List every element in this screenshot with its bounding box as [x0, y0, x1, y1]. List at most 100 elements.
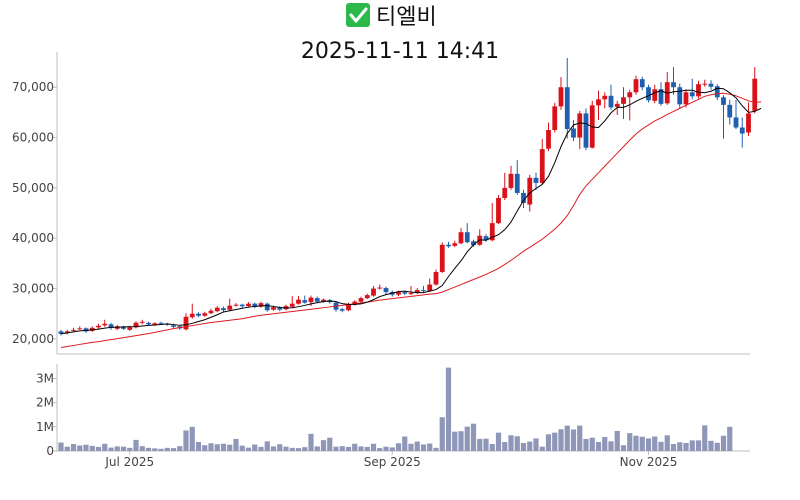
volume-bar — [333, 446, 339, 451]
volume-bar — [277, 444, 283, 451]
candle-body — [527, 177, 533, 205]
candle-body — [433, 271, 439, 285]
volume-bar — [564, 425, 570, 451]
date-x-tick-label: Sep 2025 — [364, 455, 421, 469]
volume-panel: 0 1M 2M 3M Jul 2025 Sep 2025 Nov 2025 — [36, 364, 750, 469]
candle-body — [546, 130, 551, 149]
volume-bar — [152, 448, 158, 451]
candle-body — [189, 313, 195, 318]
volume-bar — [89, 445, 95, 451]
price-y-tick-label: 20,000 — [12, 332, 54, 346]
candle-body — [246, 303, 251, 307]
volume-bar — [64, 446, 70, 451]
candle — [408, 286, 414, 296]
candle-body — [539, 149, 545, 183]
volume-bar — [389, 447, 395, 451]
volume-bar — [377, 448, 383, 451]
candle — [433, 269, 439, 286]
volume-bar — [395, 443, 402, 451]
candle-body — [577, 113, 583, 138]
candle — [458, 228, 464, 245]
candle — [633, 75, 639, 95]
volume-bar — [239, 445, 245, 451]
candle-body — [196, 313, 201, 316]
candle-body — [377, 287, 383, 289]
volume-bar — [58, 442, 64, 451]
volume-bar — [258, 446, 264, 451]
price-panel: 20,000 30,000 40,000 50,000 60,000 70,000 — [12, 52, 762, 355]
volume-bar — [708, 440, 714, 451]
volume-bar — [133, 439, 139, 451]
candle-body — [252, 303, 258, 307]
candle-body — [371, 288, 376, 296]
candle — [89, 326, 95, 332]
candle-body — [639, 79, 645, 88]
candle — [577, 110, 583, 150]
candle — [752, 67, 758, 114]
volume-bar — [577, 425, 583, 451]
volume-bar — [170, 448, 177, 451]
candle-body — [396, 292, 401, 295]
volume-bar — [289, 447, 295, 451]
volume-bar — [227, 444, 233, 451]
candle — [496, 194, 501, 225]
volume-y-tick-label: 3M — [36, 372, 54, 386]
candle — [196, 312, 201, 318]
candle-body — [408, 293, 414, 295]
volume-bar — [714, 442, 720, 451]
volume-bar — [495, 432, 502, 451]
candle — [189, 303, 195, 319]
candle — [708, 80, 714, 90]
candle — [714, 84, 720, 100]
candle — [671, 67, 676, 95]
candle-body — [739, 127, 745, 134]
candle-body — [146, 322, 151, 325]
volume-bar — [270, 446, 277, 451]
volume-bar — [214, 444, 220, 451]
candle — [514, 160, 520, 195]
candle-body — [277, 307, 283, 310]
candle — [621, 87, 626, 119]
volume-bar — [427, 443, 433, 451]
volume-bar — [383, 446, 389, 451]
price-y-tick-label: 60,000 — [12, 131, 54, 145]
volume-y-ticks: 0 1M 2M 3M — [36, 372, 57, 458]
volume-bar — [602, 436, 608, 451]
volume-bar — [183, 430, 189, 451]
volume-bar — [439, 417, 445, 451]
candle — [508, 165, 514, 190]
candle-body — [508, 173, 514, 188]
volume-bar — [83, 444, 89, 451]
candle-body — [521, 192, 526, 203]
candle — [608, 84, 614, 110]
candle-body — [289, 303, 295, 307]
candle-body — [696, 84, 701, 97]
candle-body — [552, 106, 558, 131]
candle-body — [302, 300, 308, 303]
candle-body — [458, 232, 464, 244]
candle — [702, 79, 708, 87]
date-x-ticks: Jul 2025 Sep 2025 Nov 2025 — [104, 451, 677, 469]
candle-body — [571, 128, 576, 138]
candle-body — [339, 309, 345, 311]
volume-bar — [408, 443, 414, 451]
candle — [696, 80, 701, 99]
candle-body — [646, 87, 651, 101]
volume-bar — [470, 423, 477, 451]
candle — [139, 319, 145, 325]
candle-body — [464, 232, 470, 243]
candle-body — [133, 322, 139, 328]
volume-bar — [177, 446, 183, 451]
volume-bar — [464, 426, 470, 451]
candle — [471, 239, 476, 247]
candle-body — [652, 89, 658, 101]
candle-body — [214, 307, 220, 312]
candle-body — [727, 104, 733, 118]
candle — [427, 278, 433, 292]
volume-bar — [158, 448, 164, 451]
candle — [133, 321, 139, 329]
volume-bar — [645, 438, 652, 451]
candle — [233, 303, 239, 307]
candle-body — [77, 328, 83, 330]
candle-body — [614, 103, 620, 107]
